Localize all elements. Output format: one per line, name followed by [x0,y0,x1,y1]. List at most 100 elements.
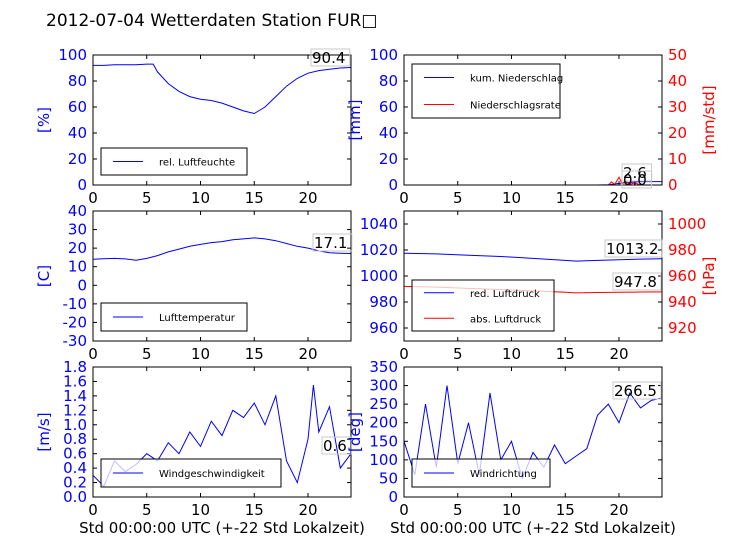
y-tick-label: 0.6 [63,445,87,463]
y-tick-label: 0.2 [63,474,87,492]
chart-panel-pressure: 0 5 10 15 20 960 980 1000 1020 1040 920 940 960 980 10… [360,210,718,363]
value-annotation-box [321,436,353,455]
y-tick-label: 60 [68,98,87,116]
axes-frame [92,54,352,186]
y-tick-label: 20 [68,239,87,257]
value-annotation: 0.0 [623,171,647,189]
value-annotation: 947.8 [614,273,657,291]
value-annotation: 1013.2 [606,240,659,258]
value-annotation-box [612,381,662,400]
y-tick-label: 80 [379,72,398,90]
value-annotation-box [310,48,351,67]
legend: Windgeschwindigkeit [100,458,282,488]
x-tick-label: 5 [142,189,152,207]
legend-entry-label: Lufttemperatur [159,313,236,324]
legend: rel. Luftfeuchte [100,147,248,176]
y-tick-label: 0 [77,276,87,294]
legend: Lufttemperatur [100,302,248,332]
x-tick-label: 10 [502,189,521,207]
x-tick-label: 15 [556,345,575,363]
legend: red. Luftdruck abs. Luftdruck [411,279,555,332]
x-tick-label: 15 [556,189,575,207]
x-tick-label: 20 [609,345,628,363]
x-tick-label: 20 [609,501,628,519]
x-tick-label: 20 [609,189,628,207]
y-axis-label: [%] [35,107,53,133]
x-tick-label: 20 [298,345,317,363]
x-tick-label: 5 [453,189,463,207]
y-tick-label: 100 [369,46,398,64]
y-tick-label: 20 [379,150,398,168]
figure-title: 2012-07-04 Wetterdaten Station FUR□ [46,11,377,31]
y-tick-label: 0 [77,176,87,194]
x-tick-label: 0 [399,189,409,207]
chart-panel-precipitation: 0 5 10 15 20 0 20 40 60 80 100 0 10 20 30 40 50 [mm] [mm/s… [346,46,718,207]
y-tick-label: 1020 [360,241,398,259]
y-tick-label-right: 980 [668,241,697,259]
x-axis-label: Std 00:00:00 UTC (+-22 Std Lokalzeit) [79,519,365,537]
axes-frame [92,366,352,498]
y-tick-label: 30 [68,221,87,239]
value-annotation-box [621,170,653,189]
y-tick-label-right: 30 [668,98,687,116]
x-tick-label: 0 [88,189,98,207]
x-tick-label: 0 [88,501,98,519]
legend-entry-label: rel. Luftfeuchte [159,158,235,169]
x-tick-label: 0 [399,345,409,363]
chart-panel-temperature: 0 5 10 15 20-30-20-10010203040[C]Lufttempera… [35,202,353,363]
x-tick-label: 10 [502,345,521,363]
x-tick-label: 20 [298,189,317,207]
y-tick-label: 1.2 [63,401,87,419]
y-tick-label-right: 40 [668,72,687,90]
series-line-humidity-0 [93,63,351,115]
y-tick-label: 40 [379,124,398,142]
y-tick-label: 960 [369,319,398,337]
x-tick-label: 15 [245,501,264,519]
y-tick-label: -30 [63,332,88,350]
legend: Windrichtung [411,458,551,488]
x-tick-label: 10 [191,189,210,207]
y-tick-label: 1.6 [63,372,87,390]
value-annotation: 17.1 [314,234,347,252]
y-tick-label: -10 [63,295,88,313]
x-tick-label: 0 [399,501,409,519]
value-annotation-box [604,239,663,258]
series-line-wind-direction-0 [404,385,662,480]
x-tick-label: 10 [191,501,210,519]
y-axis-label: [m/s] [35,412,53,451]
legend-entry-label: red. Luftdruck [470,289,540,300]
x-tick-label: 20 [298,501,317,519]
value-annotation: 0.6 [323,437,347,455]
chart-panel-wind-speed: 0 5 10 15 200.00.20.40.60.81.01.21.41.61.8[m… [35,358,365,537]
x-tick-label: 15 [245,345,264,363]
x-tick-label: 10 [502,501,521,519]
value-annotation: 90.4 [312,49,345,67]
y-tick-label: 1.8 [63,358,87,376]
series-line-temperature-0 [93,237,351,261]
y-tick-label: 1.4 [63,387,87,405]
y-tick-label: 20 [68,150,87,168]
legend-entry-label: Windgeschwindigkeit [159,469,265,480]
y-tick-label: 0 [388,488,398,506]
y-tick-label: 40 [68,202,87,220]
legend-entry-label: kum. Niederschlag [470,74,563,85]
y-tick-label: 80 [68,72,87,90]
x-tick-label: 10 [191,345,210,363]
y-tick-label-right: 20 [668,124,687,142]
x-axis-label: Std 00:00:00 UTC (+-22 Std Lokalzeit) [390,519,676,537]
y-tick-label: 150 [369,432,398,450]
value-annotation: 2.6 [623,164,647,182]
legend-entry-label: abs. Luftdruck [470,314,541,325]
x-tick-label: 15 [245,189,264,207]
y-tick-label-right: 960 [668,267,697,285]
y-tick-label-right: 50 [668,46,687,64]
x-tick-label: 5 [453,501,463,519]
y-tick-label: 0.4 [63,459,87,477]
y-tick-label-right: 940 [668,293,697,311]
value-annotation-box [612,272,662,291]
y-axis-label: [C] [35,265,53,287]
y-tick-label: 1040 [360,215,398,233]
